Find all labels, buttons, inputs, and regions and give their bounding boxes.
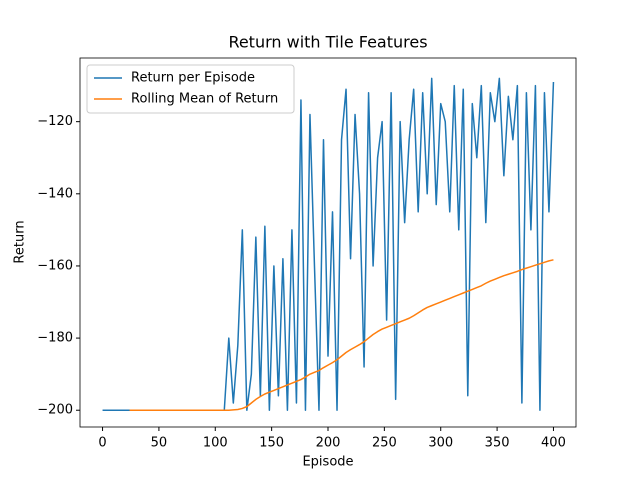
x-tick-label: 100 <box>203 436 228 451</box>
x-tick-label: 50 <box>151 436 168 451</box>
x-axis-label: Episode <box>302 455 353 470</box>
x-tick-label: 0 <box>98 436 106 451</box>
y-tick-label: −140 <box>37 186 73 201</box>
y-tick-label: −120 <box>37 114 73 129</box>
plot-frame <box>79 57 577 428</box>
series-line <box>129 259 554 411</box>
y-tick-label: −200 <box>37 403 73 418</box>
x-tick-label: 250 <box>372 436 397 451</box>
chart-title: Return with Tile Features <box>228 33 427 52</box>
y-tick-label: −160 <box>37 258 73 273</box>
series-line <box>102 77 555 411</box>
x-tick-label: 400 <box>541 436 566 451</box>
y-tick-label: −180 <box>37 331 73 346</box>
x-tick-label: 350 <box>485 436 510 451</box>
legend-label: Rolling Mean of Return <box>131 92 278 107</box>
legend-label: Return per Episode <box>131 71 255 86</box>
y-axis-label: Return <box>13 220 28 263</box>
legend-box <box>86 64 295 114</box>
x-tick-label: 200 <box>316 436 341 451</box>
x-tick-label: 300 <box>428 436 453 451</box>
x-tick-label: 150 <box>259 436 284 451</box>
